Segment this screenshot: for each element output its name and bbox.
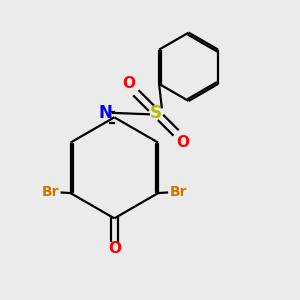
Text: N: N bbox=[98, 104, 112, 122]
Text: O: O bbox=[108, 241, 121, 256]
Text: Br: Br bbox=[42, 184, 59, 199]
Text: O: O bbox=[176, 135, 189, 150]
Text: S: S bbox=[150, 104, 162, 122]
Text: Br: Br bbox=[169, 184, 187, 199]
Text: O: O bbox=[123, 76, 136, 91]
